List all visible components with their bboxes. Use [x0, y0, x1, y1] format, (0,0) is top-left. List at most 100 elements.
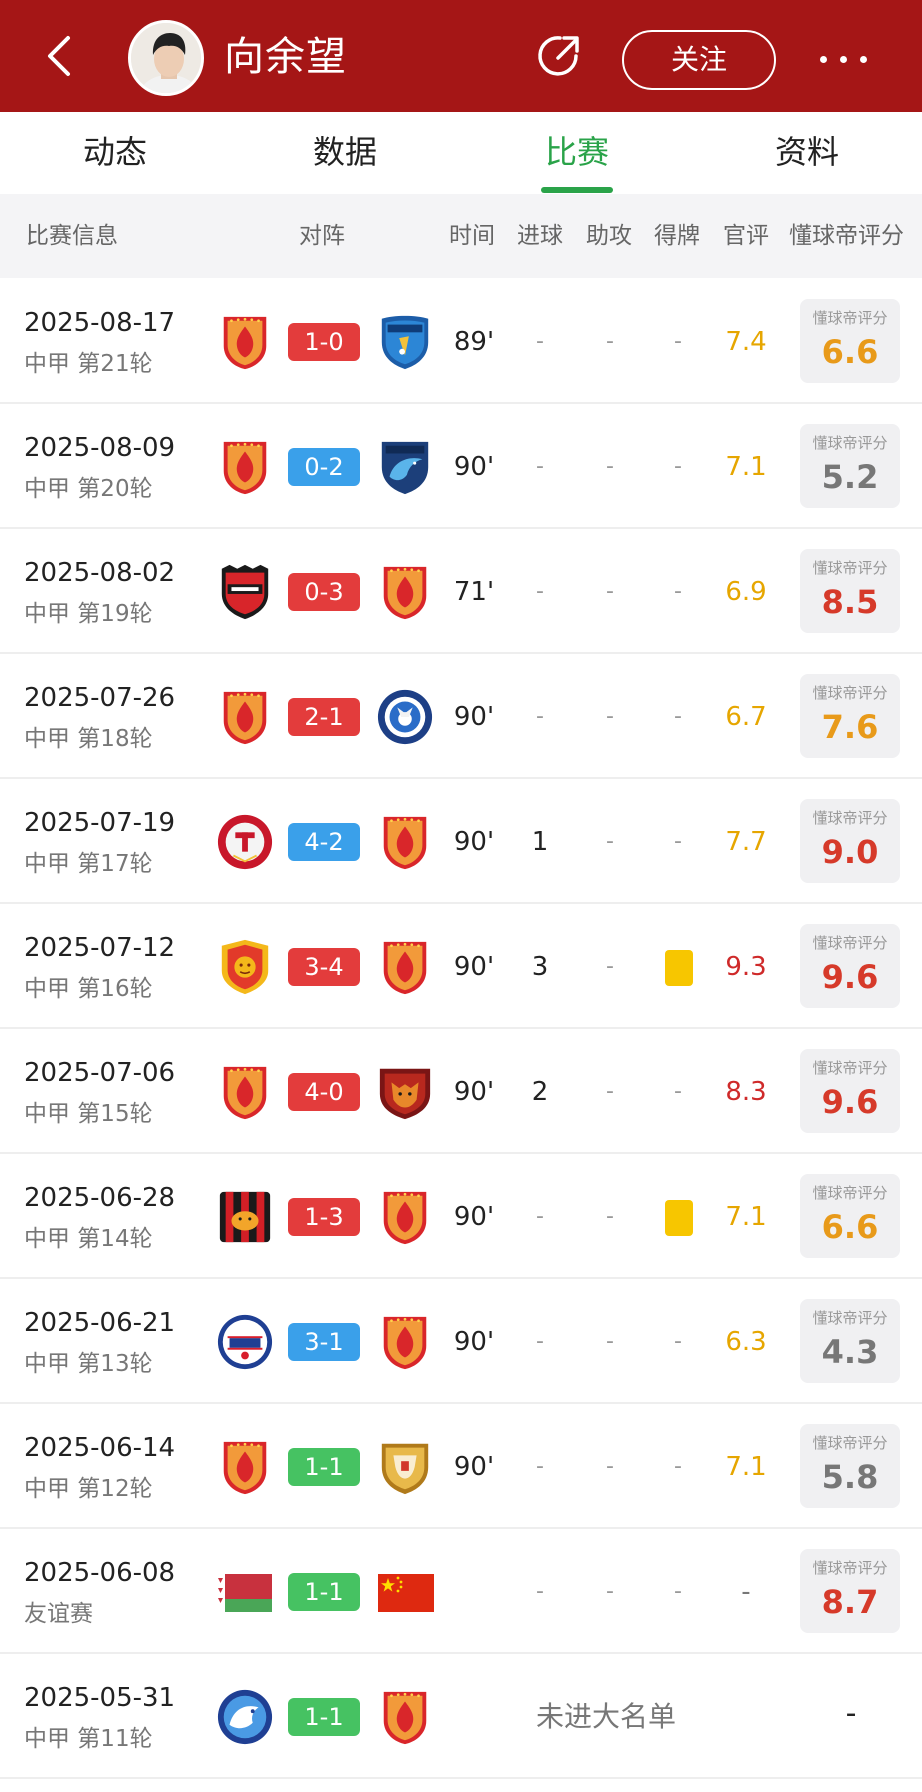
match-row[interactable]: 2025-05-31 中甲 第11轮 1-1 未进大名单 -: [0, 1654, 922, 1779]
dqd-rating-box[interactable]: 懂球帝评分 4.3: [800, 1299, 900, 1383]
match-score[interactable]: 3-1: [288, 1323, 360, 1361]
match-row[interactable]: 2025-07-06 中甲 第15轮 4-0 90' 2 - - 8.3 懂球帝评分 9.6: [0, 1029, 922, 1154]
assists-value: -: [606, 704, 614, 729]
dqd-rating-box[interactable]: 懂球帝评分 9.6: [800, 1049, 900, 1133]
dqd-rating-value: 5.8: [821, 1458, 879, 1496]
dqd-rating-value: 9.0: [821, 833, 879, 871]
official-rating: 7.7: [725, 827, 767, 857]
belarus-flag[interactable]: [216, 1574, 272, 1612]
dqd-rating-value: 6.6: [821, 333, 879, 371]
club-red-crest[interactable]: [216, 313, 274, 371]
match-score[interactable]: 1-0: [288, 323, 360, 361]
dqd-rating-box[interactable]: 懂球帝评分 9.6: [800, 924, 900, 1008]
club-red-crest[interactable]: [216, 438, 274, 496]
assists-value: -: [606, 579, 614, 604]
match-score[interactable]: 1-1: [288, 1448, 360, 1486]
match-score[interactable]: 0-2: [288, 448, 360, 486]
goals-value: -: [536, 1204, 544, 1229]
official-rating: 7.4: [725, 327, 767, 357]
minutes-played: 90': [453, 452, 495, 482]
tab-matches[interactable]: 比赛: [544, 133, 609, 171]
match-score[interactable]: 4-0: [288, 1073, 360, 1111]
cards-value: -: [674, 329, 682, 354]
dqd-rating-box[interactable]: 懂球帝评分 8.5: [800, 549, 900, 633]
club-red-crest[interactable]: [376, 563, 434, 621]
tab-stats[interactable]: 数据: [312, 133, 377, 171]
tab-profile[interactable]: 资料: [774, 133, 839, 171]
club-sjgff-crest[interactable]: [216, 1313, 274, 1371]
match-row[interactable]: 2025-06-14 中甲 第12轮 1-1 90' - - - 7.1 懂球帝评分 5.8: [0, 1404, 922, 1529]
match-round: 中甲 第15轮: [24, 1101, 153, 1127]
club-union-crest[interactable]: [216, 563, 274, 621]
dqd-rating-box[interactable]: 懂球帝评分 6.6: [800, 1174, 900, 1258]
club-blue-circle-crest[interactable]: [376, 688, 434, 746]
club-red-crest[interactable]: [376, 813, 434, 871]
match-date: 2025-06-21: [24, 1308, 176, 1338]
club-red-crest[interactable]: [376, 1313, 434, 1371]
match-round: 友谊赛: [24, 1601, 93, 1627]
dqd-rating-box[interactable]: 懂球帝评分 7.6: [800, 674, 900, 758]
club-lion-crest[interactable]: [216, 938, 274, 996]
follow-button[interactable]: 关注: [622, 30, 776, 90]
match-score[interactable]: 0-3: [288, 573, 360, 611]
club-tieren-crest[interactable]: [216, 813, 274, 871]
match-row[interactable]: 2025-08-09 中甲 第20轮 0-2 90' - - - 7.1 懂球帝评分 5.2: [0, 404, 922, 529]
match-row[interactable]: 2025-08-17 中甲 第21轮 1-0 89' - - - 7.4 懂球帝评分 6.6: [0, 279, 922, 404]
club-gold-crest[interactable]: [376, 1438, 434, 1496]
col-cards: 得牌: [654, 223, 700, 249]
dqd-rating-box[interactable]: 懂球帝评分 9.0: [800, 799, 900, 883]
back-button[interactable]: [38, 30, 86, 82]
cards-value: -: [674, 704, 682, 729]
tab-bar: 动态 数据 比赛 资料: [0, 112, 922, 194]
club-red-crest[interactable]: [376, 1188, 434, 1246]
match-score[interactable]: 1-1: [288, 1698, 360, 1736]
assists-value: -: [606, 1579, 614, 1604]
minutes-played: 90': [453, 1327, 495, 1357]
dqd-rating-box[interactable]: 懂球帝评分 5.2: [800, 424, 900, 508]
china-flag[interactable]: [378, 1574, 434, 1612]
assists-value: -: [606, 954, 614, 979]
dqd-rating-box[interactable]: 懂球帝评分 6.6: [800, 299, 900, 383]
minutes-played: 90': [453, 1202, 495, 1232]
match-score[interactable]: 2-1: [288, 698, 360, 736]
match-round: 中甲 第18轮: [24, 726, 153, 752]
club-red-crest[interactable]: [216, 1063, 274, 1121]
match-row[interactable]: 2025-07-26 中甲 第18轮 2-1 90' - - - 6.7 懂球帝评分 7.6: [0, 654, 922, 779]
match-date: 2025-08-02: [24, 558, 176, 588]
match-row[interactable]: 2025-06-21 中甲 第13轮 3-1 90' - - - 6.3 懂球帝评分 4.3: [0, 1279, 922, 1404]
match-row[interactable]: 2025-06-08 友谊赛 1-1 - - - - 懂球帝评分 8.7: [0, 1529, 922, 1654]
match-row[interactable]: 2025-06-28 中甲 第14轮 1-3 90' - - 7.1 懂球帝评分 6.6: [0, 1154, 922, 1279]
match-row[interactable]: 2025-07-19 中甲 第17轮 4-2 90' 1 - - 7.7 懂球帝评分 9.0: [0, 779, 922, 904]
goals-value: 1: [531, 827, 549, 857]
official-rating: 6.7: [725, 702, 767, 732]
dqd-rating-label: 懂球帝评分: [812, 684, 888, 702]
club-dolphin-crest[interactable]: [376, 438, 434, 496]
tab-activity[interactable]: 动态: [82, 133, 147, 171]
match-row[interactable]: 2025-08-02 中甲 第19轮 0-3 71' - - - 6.9 懂球帝评分 8.5: [0, 529, 922, 654]
club-red-crest[interactable]: [376, 1688, 434, 1746]
club-red-crest[interactable]: [216, 1438, 274, 1496]
match-row[interactable]: 2025-07-12 中甲 第16轮 3-4 90' 3 - 9.3 懂球帝评分 9.6: [0, 904, 922, 1029]
match-date: 2025-05-31: [24, 1683, 176, 1713]
match-date: 2025-08-09: [24, 433, 176, 463]
club-striped-tiger-crest[interactable]: [216, 1188, 274, 1246]
club-blue-shield-crest[interactable]: [376, 313, 434, 371]
cards-value: -: [674, 829, 682, 854]
match-score[interactable]: 4-2: [288, 823, 360, 861]
match-score[interactable]: 1-3: [288, 1198, 360, 1236]
club-blue-dragon-crest[interactable]: [216, 1688, 274, 1746]
goals-value: -: [536, 454, 544, 479]
col-dqd-rating: 懂球帝评分: [789, 223, 904, 249]
official-rating: 7.1: [725, 1202, 767, 1232]
goals-value: -: [536, 329, 544, 354]
club-tiger-crest[interactable]: [376, 1063, 434, 1121]
club-red-crest[interactable]: [216, 688, 274, 746]
match-score[interactable]: 3-4: [288, 948, 360, 986]
share-button[interactable]: [532, 28, 588, 84]
match-score[interactable]: 1-1: [288, 1573, 360, 1611]
dqd-rating-box[interactable]: 懂球帝评分 5.8: [800, 1424, 900, 1508]
more-button[interactable]: [816, 40, 872, 76]
dqd-rating-box[interactable]: 懂球帝评分 8.7: [800, 1549, 900, 1633]
avatar[interactable]: [128, 20, 204, 96]
club-red-crest[interactable]: [376, 938, 434, 996]
